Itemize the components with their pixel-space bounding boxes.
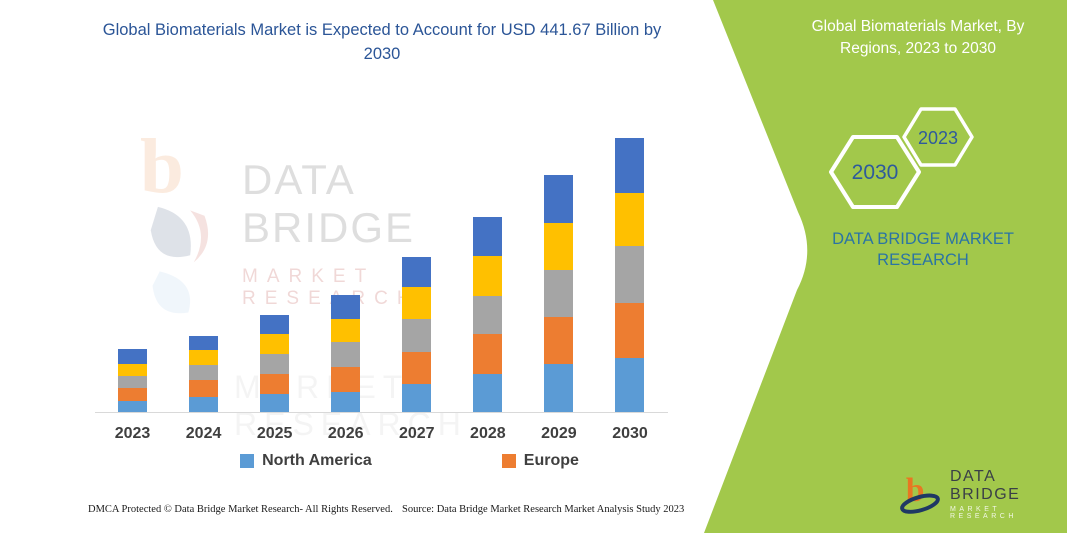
bar-segment (260, 334, 290, 354)
x-axis-label-2029: 2029 (541, 425, 577, 442)
bar-2023 (118, 349, 147, 412)
chart-title: Global Biomaterials Market is Expected t… (102, 21, 662, 63)
bar-segment (473, 256, 503, 296)
x-axis-label-2025: 2025 (256, 425, 293, 442)
dbmr-logo-icon: b (900, 472, 940, 514)
bar-chart-plot (95, 120, 668, 413)
bar-segment (189, 397, 219, 412)
hexagon-2023 (902, 107, 974, 167)
bar-segment (260, 394, 290, 412)
legend-item-north-america: North America (240, 452, 372, 470)
bar-segment (544, 317, 574, 364)
legend-swatch-europe (501, 454, 516, 468)
bar-2027 (402, 257, 432, 412)
bar-segment (402, 319, 432, 352)
x-axis-line (95, 412, 668, 413)
dbmr-logo-subtitle: MARKET RESEARCH (949, 506, 1017, 520)
x-axis-label-2023: 2023 (114, 425, 151, 442)
bar-segment (331, 367, 361, 392)
bar-segment (189, 336, 219, 350)
brand-text-line2: RESEARCH (877, 251, 969, 269)
bar-segment (615, 246, 645, 303)
bar-segment (118, 364, 147, 376)
bar-segment (402, 384, 432, 412)
x-axis-label-2030: 2030 (612, 425, 648, 442)
bar-segment (544, 223, 574, 270)
bar-segment (615, 358, 645, 412)
x-axis-label-2027: 2027 (398, 425, 435, 442)
hexagon-2030-label: 2030 (852, 161, 899, 184)
bar-2029 (544, 175, 574, 412)
x-axis-label-2028: 2028 (470, 425, 506, 442)
bar-segment (189, 380, 219, 397)
bar-segment (473, 217, 503, 256)
bar-segment (189, 365, 219, 380)
bar-2024 (189, 336, 219, 412)
legend-swatch-north-america (240, 454, 255, 468)
x-axis-label-2024: 2024 (185, 425, 222, 442)
bar-segment (189, 350, 219, 365)
bar-segment (260, 354, 290, 374)
svg-text:b: b (906, 472, 925, 509)
bar-segment (260, 374, 290, 394)
bar-2030 (615, 138, 645, 412)
legend-label-europe: Europe (523, 452, 579, 469)
bar-segment (473, 334, 503, 374)
bar-2025 (260, 315, 290, 412)
bar-segment (473, 374, 503, 412)
bar-segment (615, 138, 645, 193)
dbmr-logo-name: DATA BRIDGE (949, 468, 1021, 503)
footer-source: Source: Data Bridge Market Research Mark… (402, 504, 685, 515)
bar-segment (331, 319, 361, 342)
hexagon-2023-label: 2023 (918, 128, 958, 148)
bar-segment (544, 270, 574, 317)
bar-segment (118, 401, 147, 412)
legend-label-north-america: North America (262, 452, 372, 469)
dbmr-logo: b DATA BRIDGE MARKET RESEARCH (898, 468, 1067, 520)
footer-copyright: DMCA Protected © Data Bridge Market Rese… (88, 504, 393, 515)
hexagons-graphic: 2030 2023 (829, 107, 974, 209)
bar-segment (615, 303, 645, 358)
legend-item-europe: Europe (501, 452, 579, 470)
bar-2028 (473, 217, 503, 412)
x-axis-labels: 2023 2024 2025 2026 2027 2028 2029 2030 (95, 425, 668, 449)
bar-segment (615, 193, 645, 246)
brand-text: DATA BRIDGE MARKET RESEARCH (792, 229, 1054, 271)
bar-segment (260, 315, 290, 334)
bar-segment (402, 287, 432, 319)
bar-2026 (331, 295, 361, 412)
bar-segment (473, 296, 503, 334)
bar-segment (544, 175, 574, 223)
bar-segment (402, 352, 432, 384)
side-panel-title: Global Biomaterials Market, By Regions, … (811, 18, 1025, 57)
brand-text-line1: DATA BRIDGE MARKET (832, 230, 1014, 248)
bar-segment (331, 342, 361, 367)
bar-segment (118, 388, 147, 401)
bar-segment (402, 257, 432, 287)
chart-legend: North America Europe (123, 452, 696, 470)
bar-segment (331, 295, 361, 319)
bar-segment (544, 364, 574, 412)
bar-segment (331, 392, 361, 412)
x-axis-label-2026: 2026 (327, 425, 364, 442)
hexagon-2030 (829, 135, 921, 209)
bar-segment (118, 376, 147, 388)
bar-segment (118, 349, 147, 364)
